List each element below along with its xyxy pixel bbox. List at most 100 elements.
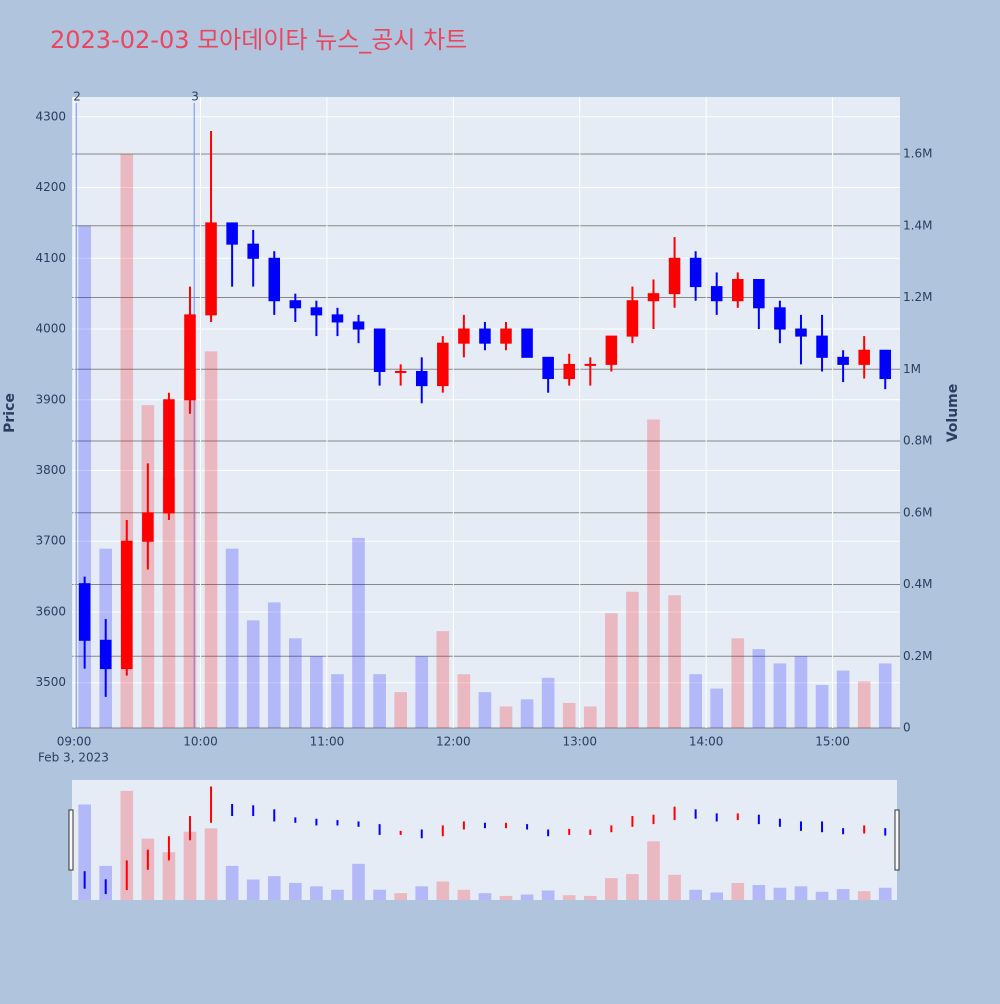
slider-volume-bar (78, 804, 91, 900)
annotation: 2 (73, 90, 81, 104)
x-tick-label: 10:00 (183, 735, 218, 749)
volume-bar (794, 656, 808, 728)
slider-volume-bar (394, 893, 407, 900)
volume-bar (289, 638, 302, 728)
volume-bar (541, 677, 555, 728)
volume-bar (773, 663, 787, 728)
candle-body (226, 222, 238, 245)
candle-body (99, 639, 112, 670)
slider-volume-bar (289, 882, 302, 900)
y-tick-label: 4200 (35, 180, 66, 194)
volume-bar (499, 706, 513, 728)
x-tick-label: 13:00 (562, 735, 597, 749)
candle-body (268, 257, 281, 302)
range-handle[interactable] (68, 809, 74, 871)
candle-body (205, 222, 217, 316)
range-handle[interactable] (894, 809, 900, 871)
slider-volume-bar (499, 895, 513, 900)
volume-bar (478, 692, 492, 728)
slider-volume-bar (520, 894, 534, 900)
slider-volume-bar (225, 865, 239, 900)
slider-volume-bar (836, 889, 850, 900)
candle-body (352, 321, 365, 330)
y2-tick-label: 0.6M (903, 505, 932, 519)
x-tick-label: 14:00 (689, 735, 724, 749)
slider-volume-bar (689, 889, 702, 900)
annotation: 3 (191, 90, 199, 104)
slider-volume-bar (267, 876, 281, 900)
y-tick-label: 3500 (35, 675, 66, 689)
volume-bar (415, 656, 429, 728)
y2-tick-label: 1.6M (903, 147, 932, 161)
slider-volume-bar (647, 841, 660, 900)
slider-volume-bar (710, 892, 724, 900)
slider-volume-bar (626, 874, 639, 900)
volume-bar (520, 699, 534, 728)
y2-axis-title: Volume (945, 384, 961, 443)
volume-bar (162, 476, 176, 728)
slider-volume-bar (773, 887, 787, 900)
candle-body (78, 583, 91, 641)
slider-volume-bar (436, 881, 450, 900)
volume-bar (731, 638, 745, 728)
volume-bar (626, 591, 639, 728)
y-tick-label: 3900 (35, 392, 66, 406)
volume-bar (562, 702, 576, 728)
y2-tick-label: 0.4M (903, 577, 932, 591)
slider-volume-bar (162, 852, 176, 900)
volume-bar (225, 548, 239, 728)
candle-body (479, 328, 491, 344)
volume-bar (373, 674, 386, 728)
slider-volume-bar (183, 831, 197, 900)
candle-body (668, 257, 681, 295)
slider-volume-bar (815, 891, 829, 900)
candle-body (563, 363, 575, 380)
candle-body (689, 257, 702, 288)
y2-tick-label: 0.2M (903, 649, 932, 663)
slider-volume-bar (204, 828, 218, 900)
volume-bar (689, 674, 702, 728)
volume-bar (710, 688, 724, 728)
slider-volume-bar (246, 879, 260, 900)
candle-body (373, 328, 386, 372)
volume-bar (752, 649, 766, 728)
y2-tick-label: 1.2M (903, 290, 932, 304)
slider-volume-bar (373, 889, 386, 900)
slider-volume-bar (794, 886, 808, 900)
slider-volume-bar (605, 878, 618, 900)
y-tick-label: 3800 (35, 463, 66, 477)
x-tick-label: 15:00 (815, 735, 850, 749)
y-tick-label: 4000 (35, 322, 66, 336)
slider-volume-bar (857, 891, 871, 900)
candle-body (774, 307, 786, 330)
candle-body (879, 349, 892, 380)
slider-volume-bar (583, 895, 597, 900)
volume-bar (436, 631, 450, 728)
candle-body (310, 307, 323, 316)
volume-bar (457, 674, 471, 728)
volume-bar (352, 537, 365, 728)
candle-body (521, 328, 533, 358)
volume-bar (310, 656, 323, 728)
candle-body (458, 328, 470, 344)
y2-tick-label: 1.4M (903, 218, 932, 232)
volume-bar (668, 595, 681, 728)
x-tick-label: 12:00 (436, 735, 471, 749)
slider-volume-bar (878, 887, 892, 900)
slider-volume-bar (120, 790, 134, 900)
candle-body (584, 363, 597, 366)
y-tick-label: 4100 (35, 251, 66, 265)
plot-area (72, 97, 900, 728)
slider-volume-bar (752, 884, 766, 900)
candle-body (415, 370, 428, 387)
candle-body (184, 314, 196, 401)
range-slider (72, 780, 897, 900)
candle-body (500, 328, 512, 344)
slider-volume-bar (352, 863, 365, 900)
candle-body (394, 370, 407, 373)
y-axis-title: Price (2, 393, 18, 433)
volume-bar (583, 706, 597, 728)
candle-body (837, 356, 849, 365)
candle-body (795, 328, 807, 337)
